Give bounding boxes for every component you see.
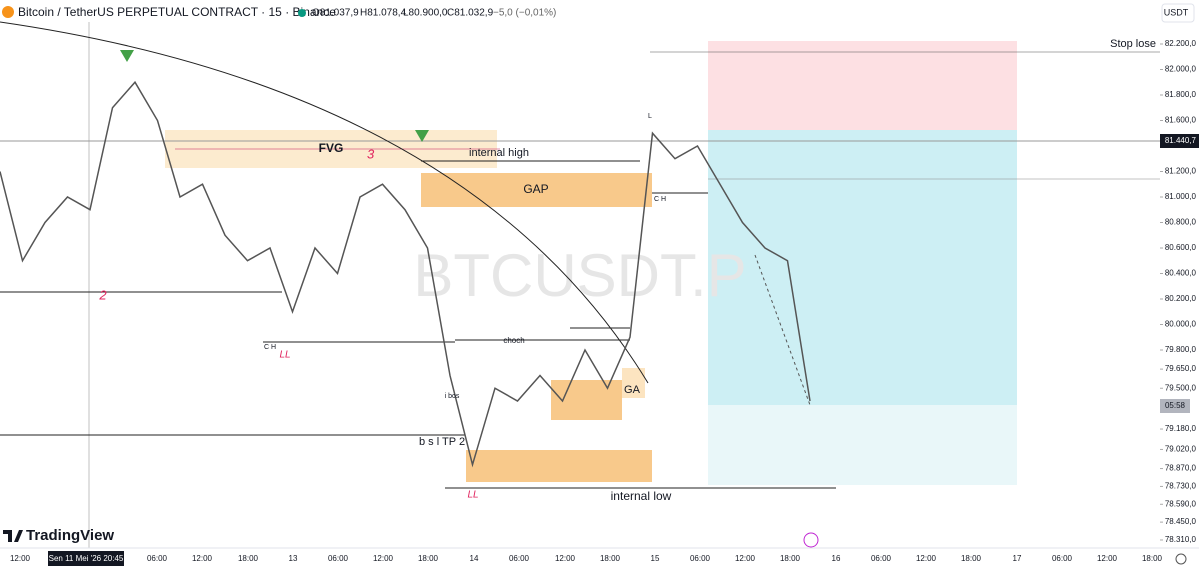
x-tick-label: 12:00 bbox=[735, 554, 756, 563]
crosshair-badge bbox=[48, 551, 124, 566]
currency[interactable]: USDT bbox=[1164, 7, 1189, 17]
countdown-text: 05:58 bbox=[1165, 401, 1186, 410]
x-tick-label: 15 bbox=[651, 554, 660, 563]
y-tick-label: 81.800,0 bbox=[1165, 90, 1197, 99]
x-tick-label: 18:00 bbox=[961, 554, 982, 563]
brand: TradingView bbox=[26, 527, 114, 544]
label: C H bbox=[654, 196, 666, 203]
projection bbox=[754, 254, 811, 406]
price-axis bbox=[1160, 0, 1199, 548]
x-tick-label: 06:00 bbox=[690, 554, 711, 563]
target-zone-ext bbox=[708, 405, 1017, 485]
x-tick-label: 18:00 bbox=[600, 554, 621, 563]
x-tick-label: 12:00 bbox=[373, 554, 394, 563]
label: Stop lose bbox=[1110, 38, 1156, 50]
label: i bos bbox=[445, 393, 460, 400]
y-tick-label: 80.600,0 bbox=[1165, 243, 1197, 252]
label: GAP bbox=[523, 182, 548, 196]
x-tick-label: 12:00 bbox=[10, 554, 31, 563]
ohlc-close: C81.032,9 bbox=[447, 8, 494, 19]
x-tick-label: 13 bbox=[289, 554, 298, 563]
label: C H bbox=[264, 344, 276, 351]
label: FVG bbox=[319, 141, 344, 155]
y-tick-label: 80.400,0 bbox=[1165, 269, 1197, 278]
label: choch bbox=[503, 336, 524, 345]
ohlc-high: H81.078,4 bbox=[360, 8, 407, 19]
price-badge bbox=[1160, 134, 1199, 148]
label: internal high bbox=[469, 147, 529, 159]
x-tick-label: 18:00 bbox=[238, 554, 259, 563]
coin-icon bbox=[2, 6, 14, 18]
brand-logo bbox=[3, 530, 23, 542]
x-tick-label: 18:00 bbox=[1142, 554, 1163, 563]
y-tick-label: 79.020,0 bbox=[1165, 445, 1197, 454]
x-tick-label: 18:00 bbox=[780, 554, 801, 563]
y-tick-label: 81.000,0 bbox=[1165, 192, 1197, 201]
x-tick-label: 16 bbox=[832, 554, 841, 563]
y-tick-label: 81.200,0 bbox=[1165, 167, 1197, 176]
price-line bbox=[0, 80, 811, 468]
x-tick-label: 17 bbox=[1013, 554, 1022, 563]
x-tick-label: 06:00 bbox=[1052, 554, 1073, 563]
x-tick-label: 12:00 bbox=[1097, 554, 1118, 563]
watermark: BTCUSDT.P bbox=[413, 242, 746, 309]
x-tick-label: 06:00 bbox=[509, 554, 530, 563]
y-tick-label: 81.600,0 bbox=[1165, 116, 1197, 125]
x-tick-label: 06:00 bbox=[328, 554, 349, 563]
x-tick-label: 18:00 bbox=[418, 554, 439, 563]
label: internal low bbox=[611, 489, 672, 503]
label: LL bbox=[279, 350, 290, 361]
y-tick-label: 82.000,0 bbox=[1165, 65, 1197, 74]
label: GA bbox=[624, 384, 641, 396]
ohlc-change: −5,0 (−0,01%) bbox=[493, 8, 556, 19]
symbol[interactable]: Bitcoin / TetherUS PERPETUAL CONTRACT · … bbox=[18, 5, 336, 19]
y-tick-label: 78.870,0 bbox=[1165, 464, 1197, 473]
x-tick-label: 12:00 bbox=[916, 554, 937, 563]
arrow-down bbox=[415, 130, 429, 142]
price-badge-text: 81.440,7 bbox=[1165, 136, 1197, 145]
gap-zone bbox=[421, 173, 652, 207]
arc bbox=[0, 21, 649, 384]
x-tick-label: 12:00 bbox=[192, 554, 213, 563]
x-tick-label: 14 bbox=[470, 554, 479, 563]
label: LL bbox=[467, 490, 478, 501]
label: b s l TP 2 bbox=[419, 436, 465, 448]
settings-icon[interactable] bbox=[1175, 553, 1187, 565]
crosshair-time: Sen 11 Mei '26 20:45 bbox=[49, 554, 124, 563]
y-tick-label: 78.310,0 bbox=[1165, 535, 1197, 544]
label: 2 bbox=[98, 287, 107, 302]
label: 3 bbox=[367, 146, 375, 161]
ga-zone bbox=[622, 368, 645, 398]
target-zone bbox=[708, 130, 1017, 405]
y-tick-label: 78.730,0 bbox=[1165, 482, 1197, 491]
y-tick-label: 79.800,0 bbox=[1165, 345, 1197, 354]
y-tick-label: 78.450,0 bbox=[1165, 517, 1197, 526]
y-tick-label: 79.650,0 bbox=[1165, 364, 1197, 373]
status-dot bbox=[298, 9, 306, 17]
label: L bbox=[648, 113, 652, 120]
x-tick-label: 06:00 bbox=[147, 554, 168, 563]
ohlc-low: L80.900,0 bbox=[403, 8, 448, 19]
x-tick-label: 12:00 bbox=[555, 554, 576, 563]
demand-zone bbox=[466, 450, 652, 482]
x-tick-label: 06:00 bbox=[871, 554, 892, 563]
y-tick-label: 78.590,0 bbox=[1165, 499, 1197, 508]
countdown-badge bbox=[1160, 399, 1190, 413]
y-tick-label: 80.000,0 bbox=[1165, 320, 1197, 329]
y-tick-label: 82.200,0 bbox=[1165, 39, 1197, 48]
y-tick-label: 79.180,0 bbox=[1165, 424, 1197, 433]
stop-zone bbox=[708, 41, 1017, 130]
event-icon[interactable] bbox=[803, 532, 819, 548]
currency-button[interactable] bbox=[1161, 3, 1195, 23]
arrow-down bbox=[120, 50, 134, 62]
y-tick-label: 79.500,0 bbox=[1165, 383, 1197, 392]
ohlc-open: O81.037,9 bbox=[312, 8, 359, 19]
y-tick-label: 80.800,0 bbox=[1165, 218, 1197, 227]
y-tick-label: 80.200,0 bbox=[1165, 294, 1197, 303]
